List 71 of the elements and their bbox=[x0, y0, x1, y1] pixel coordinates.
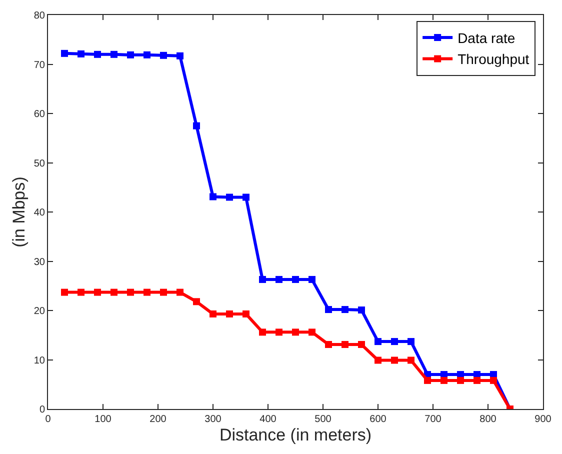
y-tick-label: 10 bbox=[34, 355, 46, 366]
point bbox=[61, 50, 68, 57]
point bbox=[474, 376, 480, 384]
point bbox=[358, 306, 365, 314]
point bbox=[94, 50, 101, 58]
legend-label: Data rate bbox=[458, 30, 516, 46]
point bbox=[292, 276, 299, 283]
point bbox=[226, 194, 233, 201]
y-tick-label: 60 bbox=[34, 109, 46, 120]
y-tick-label: 40 bbox=[34, 208, 46, 218]
point bbox=[160, 52, 167, 59]
point bbox=[391, 338, 398, 346]
point bbox=[127, 51, 134, 58]
point bbox=[374, 356, 382, 364]
point bbox=[440, 376, 448, 384]
x-tick-label: 700 bbox=[424, 414, 442, 425]
point bbox=[160, 288, 167, 296]
point bbox=[78, 288, 84, 296]
point bbox=[408, 338, 414, 346]
point bbox=[325, 340, 332, 348]
point bbox=[61, 288, 68, 296]
point bbox=[242, 310, 250, 318]
x-tick-label: 400 bbox=[260, 414, 277, 425]
point bbox=[144, 51, 150, 58]
point bbox=[424, 376, 431, 384]
x-tick-label: 200 bbox=[150, 414, 167, 425]
point bbox=[276, 328, 282, 336]
point bbox=[325, 306, 332, 314]
y-tick-label: 50 bbox=[34, 158, 46, 170]
point bbox=[210, 193, 216, 200]
point bbox=[127, 288, 134, 296]
point bbox=[342, 306, 348, 314]
point bbox=[374, 338, 382, 346]
point bbox=[176, 288, 184, 296]
point bbox=[226, 310, 233, 318]
point bbox=[292, 328, 299, 336]
y-tick-label: 30 bbox=[34, 256, 46, 268]
x-tick-label: 600 bbox=[370, 414, 387, 425]
point bbox=[308, 328, 316, 336]
point bbox=[308, 276, 316, 283]
x-tick-label: 100 bbox=[94, 414, 112, 425]
point bbox=[408, 356, 414, 364]
legend-label: Throughput bbox=[458, 51, 530, 68]
x-tick-label: 900 bbox=[534, 414, 552, 425]
y-tick-label: 70 bbox=[34, 60, 46, 71]
point bbox=[259, 328, 266, 336]
point bbox=[358, 340, 365, 348]
point bbox=[391, 356, 398, 364]
x-tick-label: 500 bbox=[314, 414, 332, 425]
point bbox=[193, 122, 200, 130]
y-tick-label: 80 bbox=[34, 10, 46, 22]
point bbox=[110, 288, 118, 296]
point bbox=[144, 288, 150, 296]
x-axis-title: Distance (in meters) bbox=[219, 425, 372, 444]
x-tick-label: 300 bbox=[204, 414, 222, 425]
point bbox=[78, 50, 84, 58]
point bbox=[176, 52, 184, 60]
y-tick-label: 20 bbox=[34, 306, 46, 317]
y-tick-label: 0 bbox=[39, 404, 46, 416]
point bbox=[276, 276, 282, 283]
point bbox=[193, 298, 200, 306]
point bbox=[457, 376, 464, 384]
point bbox=[94, 288, 101, 296]
x-tick-label: 800 bbox=[480, 414, 497, 425]
y-axis-title: (in Mbps) bbox=[9, 176, 28, 248]
point bbox=[342, 340, 348, 348]
point bbox=[259, 276, 266, 283]
point bbox=[242, 194, 250, 201]
point bbox=[490, 376, 497, 384]
point bbox=[210, 310, 216, 318]
point bbox=[110, 50, 118, 58]
